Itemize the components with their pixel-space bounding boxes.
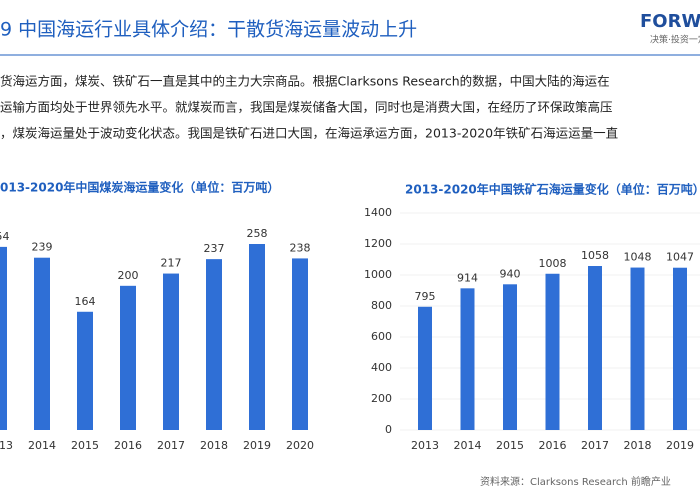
value-label: 238 <box>290 241 311 254</box>
value-label: 1047 <box>666 251 694 264</box>
y-tick-label: 1400 <box>364 206 392 219</box>
chart-title: 013-2020年中国煤炭海运量变化（单位：百万吨） <box>0 180 279 195</box>
x-tick-label: 2013 <box>0 439 13 452</box>
bar <box>545 273 560 430</box>
bar <box>249 244 265 430</box>
value-label: 200 <box>118 269 139 282</box>
x-tick-label: 2014 <box>28 439 56 452</box>
value-label: 237 <box>204 242 225 255</box>
y-tick-label: 0 <box>385 423 392 436</box>
y-tick-label: 800 <box>371 299 392 312</box>
bar <box>418 306 432 430</box>
y-tick-label: 400 <box>371 361 392 374</box>
y-tick-label: 200 <box>371 392 392 405</box>
slide-title: 9 中国海运行业具体介绍：干散货海运量波动上升 <box>0 19 417 41</box>
y-tick-label: 1200 <box>364 237 392 250</box>
bar <box>588 266 602 430</box>
x-tick-label: 2019 <box>243 439 271 452</box>
bar <box>206 259 222 430</box>
logo: FORWA <box>640 11 700 32</box>
value-label: 1048 <box>624 251 652 264</box>
bar <box>77 311 93 430</box>
value-label: 940 <box>500 267 521 280</box>
value-label: 217 <box>161 257 182 270</box>
paragraph-line: 货海运方面，煤炭、铁矿石一直是其中的主力大宗商品。根据Clarksons Res… <box>0 74 610 89</box>
slogan: 决策·投资一定 <box>650 34 700 46</box>
x-tick-label: 2019 <box>666 439 694 452</box>
paragraph-line: 运输方面均处于世界领先水平。就煤炭而言，我国是煤炭储备大国，同时也是消费大国，在… <box>0 100 613 115</box>
x-tick-label: 2016 <box>539 439 567 452</box>
value-label: 1058 <box>581 249 609 262</box>
value-label: 239 <box>32 241 53 254</box>
value-label: 1008 <box>539 257 567 270</box>
bar <box>34 257 50 430</box>
x-tick-label: 2017 <box>581 439 609 452</box>
y-tick-label: 1000 <box>364 268 392 281</box>
value-label: 254 <box>0 230 10 243</box>
bar <box>630 267 645 430</box>
x-tick-label: 2018 <box>200 439 228 452</box>
source: 资料来源：Clarksons Research 前瞻产业 <box>480 475 671 488</box>
value-label: 795 <box>415 290 436 303</box>
x-tick-label: 2020 <box>286 439 314 452</box>
bar <box>0 246 7 430</box>
x-tick-label: 2016 <box>114 439 142 452</box>
value-label: 914 <box>457 271 478 284</box>
value-label: 164 <box>75 295 96 308</box>
x-tick-label: 2015 <box>496 439 524 452</box>
bar <box>120 285 136 430</box>
bar <box>673 267 687 430</box>
bar <box>503 284 517 430</box>
x-tick-label: 2018 <box>624 439 652 452</box>
bar <box>163 273 179 430</box>
x-tick-label: 2014 <box>454 439 482 452</box>
bar <box>460 288 475 430</box>
paragraph-line: ，煤炭海运量处于波动变化状态。我国是铁矿石进口大国，在海运承运方面，2013-2… <box>0 126 618 141</box>
value-label: 258 <box>247 227 268 240</box>
x-tick-label: 2015 <box>71 439 99 452</box>
y-tick-label: 600 <box>371 330 392 343</box>
chart-title: 2013-2020年中国铁矿石海运量变化（单位：百万吨） <box>405 182 700 197</box>
x-tick-label: 2013 <box>411 439 439 452</box>
bar <box>292 258 308 430</box>
x-tick-label: 2017 <box>157 439 185 452</box>
